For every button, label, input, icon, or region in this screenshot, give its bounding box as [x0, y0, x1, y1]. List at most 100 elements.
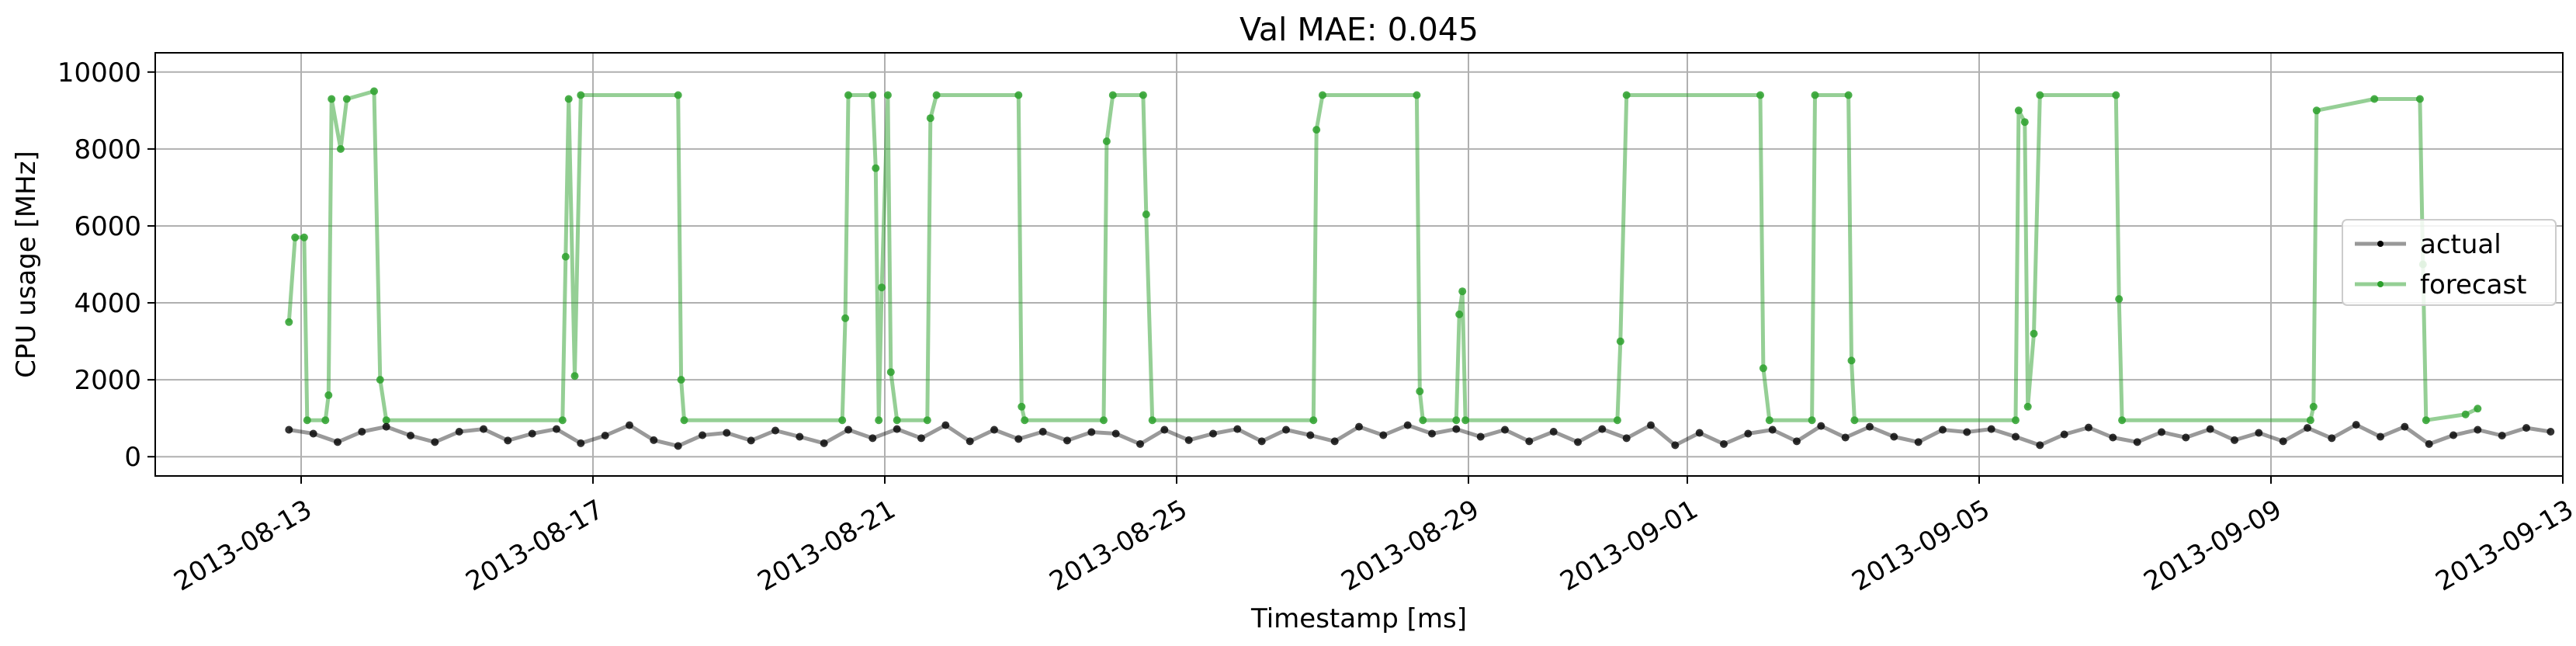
- y-tick-label: 0: [124, 442, 141, 473]
- series-point-forecast: [1100, 416, 1108, 425]
- series-point-forecast: [328, 95, 336, 103]
- legend-marker-forecast: [2377, 281, 2384, 287]
- series-point-forecast: [2461, 410, 2470, 419]
- series-line-actual: [288, 422, 2551, 448]
- series-point-actual: [2522, 424, 2530, 432]
- series-point-forecast: [2112, 91, 2120, 99]
- series-point-actual: [674, 442, 682, 450]
- series-point-forecast: [324, 391, 333, 399]
- series-point-forecast: [1452, 416, 1461, 425]
- series-point-actual: [2109, 433, 2117, 442]
- series-point-actual: [2279, 437, 2287, 446]
- series-point-actual: [699, 431, 706, 439]
- legend-label-forecast: forecast: [2420, 269, 2527, 300]
- series-point-forecast: [1108, 91, 1117, 99]
- series-point-forecast: [2020, 118, 2029, 127]
- series-point-actual: [1403, 421, 1412, 429]
- series-point-actual: [1793, 437, 1801, 446]
- series-point-actual: [2255, 429, 2263, 437]
- series-point-actual: [1841, 433, 1850, 442]
- series-point-forecast: [1014, 91, 1023, 99]
- series-point-actual: [1525, 437, 1534, 446]
- series-point-actual: [1768, 425, 1777, 434]
- series-point-forecast: [838, 416, 847, 425]
- series-point-forecast: [2474, 405, 2482, 413]
- series-point-forecast: [577, 91, 585, 99]
- series-point-actual: [917, 434, 925, 443]
- series-point-forecast: [570, 372, 579, 380]
- series-point-actual: [2377, 432, 2384, 441]
- series-point-forecast: [1756, 91, 1764, 99]
- series-point-forecast: [564, 95, 573, 103]
- series-point-forecast: [875, 416, 883, 425]
- series-point-forecast: [932, 91, 941, 99]
- series-point-forecast: [674, 91, 682, 99]
- series-point-forecast: [300, 233, 308, 241]
- series-point-forecast: [2014, 106, 2023, 115]
- series-point-actual: [1452, 425, 1461, 433]
- legend-marker-actual: [2377, 241, 2384, 247]
- series-point-forecast: [561, 252, 570, 261]
- series-point-actual: [1914, 438, 1922, 446]
- series-point-actual: [1379, 431, 1388, 439]
- series-point-actual: [1282, 425, 1290, 434]
- series-point-actual: [1476, 432, 1485, 441]
- series-point-actual: [2231, 436, 2238, 444]
- series-point-actual: [1866, 422, 1874, 431]
- series-point-actual: [504, 436, 512, 445]
- series-point-actual: [382, 422, 390, 431]
- series-point-forecast: [2023, 402, 2032, 411]
- series-point-actual: [431, 438, 439, 446]
- series-point-actual: [455, 428, 463, 436]
- series-point-actual: [601, 432, 609, 439]
- series-point-forecast: [336, 144, 345, 153]
- series-point-forecast: [303, 416, 311, 425]
- series-point-actual: [1890, 432, 1898, 441]
- series-point-actual: [1184, 436, 1193, 444]
- series-point-forecast: [1844, 91, 1853, 99]
- series-point-actual: [1622, 434, 1631, 443]
- series-point-forecast: [370, 87, 378, 96]
- series-point-actual: [1987, 425, 1995, 433]
- series-point-forecast: [376, 376, 384, 384]
- series-point-actual: [2158, 428, 2165, 436]
- series-point-actual: [1939, 425, 1947, 434]
- series-point-forecast: [2306, 416, 2314, 425]
- series-point-forecast: [1139, 91, 1147, 99]
- series-point-forecast: [1808, 416, 1816, 425]
- series-point-actual: [2133, 438, 2141, 446]
- series-point-forecast: [1413, 91, 1421, 99]
- y-tick-label: 8000: [74, 134, 141, 165]
- series-point-actual: [1209, 429, 1217, 438]
- legend-label-actual: actual: [2420, 229, 2501, 260]
- series-point-actual: [1744, 429, 1753, 438]
- series-point-actual: [1720, 439, 1728, 448]
- series-point-actual: [309, 429, 317, 438]
- series-point-forecast: [1018, 402, 1026, 411]
- y-tick-label: 2000: [74, 365, 141, 396]
- series-point-actual: [2498, 432, 2506, 439]
- series-point-actual: [1817, 422, 1825, 430]
- series-point-actual: [820, 439, 828, 447]
- y-axis-label: CPU usage [MHz]: [11, 151, 42, 378]
- series-point-actual: [1136, 439, 1144, 448]
- series-point-forecast: [321, 416, 330, 425]
- series-point-actual: [747, 436, 755, 445]
- series-point-actual: [2401, 422, 2409, 431]
- legend: actual forecast: [2342, 219, 2557, 306]
- plot-frame: [154, 52, 2564, 477]
- series-point-forecast: [878, 283, 886, 292]
- series-point-forecast: [2012, 416, 2020, 425]
- series-point-actual: [407, 432, 414, 439]
- series-point-forecast: [893, 416, 901, 425]
- series-point-actual: [1014, 435, 1023, 443]
- series-point-forecast: [2415, 95, 2424, 103]
- series-point-forecast: [2118, 416, 2127, 425]
- series-point-forecast: [2312, 106, 2321, 115]
- series-point-actual: [528, 429, 536, 438]
- series-point-actual: [1330, 437, 1339, 446]
- series-point-actual: [771, 426, 779, 435]
- series-point-forecast: [2422, 416, 2430, 425]
